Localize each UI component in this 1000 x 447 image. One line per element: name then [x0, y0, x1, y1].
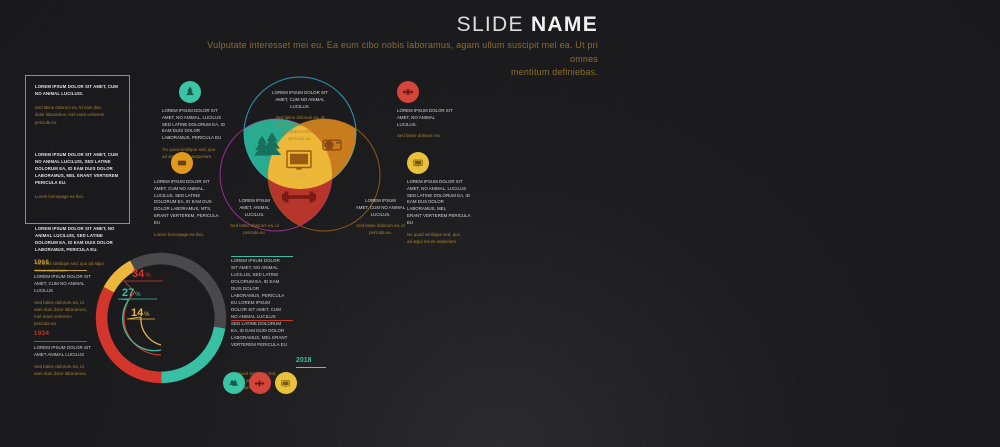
svg-text:27%: 27%: [122, 287, 141, 299]
svg-text:34%: 34%: [132, 268, 151, 280]
svg-text:14%: 14%: [131, 307, 150, 319]
